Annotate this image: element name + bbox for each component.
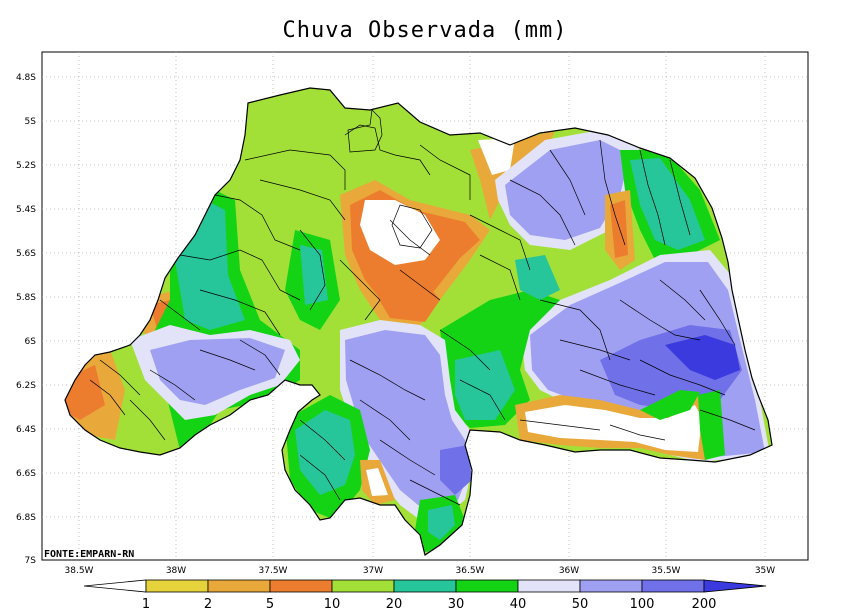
- lat-label: 6.8S: [16, 513, 36, 523]
- legend-arrow-low: [83, 579, 147, 593]
- legend-swatch: [269, 579, 333, 593]
- legend-swatch: [455, 579, 519, 593]
- legend-swatch: [641, 579, 705, 593]
- lon-label: 37W: [363, 566, 383, 576]
- legend-arrow-high: [703, 579, 767, 593]
- lon-label: 36.5W: [456, 566, 485, 576]
- map-title: Chuva Observada (mm): [282, 18, 568, 43]
- latitude-labels: 4.8S 5S 5.2S 5.4S 5.6S 5.8S 6S 6.2S 6.4S…: [16, 73, 36, 566]
- lon-label: 38.5W: [65, 566, 94, 576]
- lat-label: 5.8S: [16, 293, 36, 303]
- lon-label: 37.5W: [259, 566, 288, 576]
- source-credit: FONTE:EMPARN-RN: [44, 549, 134, 560]
- lon-label: 36W: [559, 566, 579, 576]
- legend-swatch: [579, 579, 643, 593]
- lat-label: 7S: [25, 556, 37, 566]
- legend-swatch: [207, 579, 271, 593]
- legend-label: 20: [386, 597, 403, 612]
- color-legend: 1 2 5 10 20 30 40 50 100 200: [83, 579, 767, 612]
- legend-label: 30: [448, 597, 465, 612]
- legend-label: 2: [204, 597, 212, 612]
- legend-label: 50: [572, 597, 589, 612]
- lat-label: 5.4S: [16, 205, 36, 215]
- legend-swatch: [331, 579, 395, 593]
- lat-label: 5S: [25, 117, 37, 127]
- legend-label: 1: [142, 597, 150, 612]
- legend-label: 200: [692, 597, 717, 612]
- lat-label: 6.4S: [16, 425, 36, 435]
- lat-label: 6.2S: [16, 381, 36, 391]
- lon-label: 35.5W: [652, 566, 681, 576]
- legend-label: 10: [324, 597, 341, 612]
- legend-label: 5: [266, 597, 274, 612]
- longitude-labels: 38.5W 38W 37.5W 37W 36.5W 36W 35.5W 35W: [65, 566, 776, 576]
- legend-swatch: [393, 579, 457, 593]
- lon-label: 38W: [166, 566, 186, 576]
- legend-swatch: [517, 579, 581, 593]
- lat-label: 5.2S: [16, 161, 36, 171]
- legend-label: 40: [510, 597, 527, 612]
- legend-swatch: [145, 579, 209, 593]
- lon-label: 35W: [755, 566, 775, 576]
- lat-label: 6.6S: [16, 469, 36, 479]
- legend-label: 100: [630, 597, 655, 612]
- lat-label: 5.6S: [16, 249, 36, 259]
- municipal-boundaries: [89, 109, 756, 506]
- lat-label: 6S: [25, 337, 37, 347]
- lat-label: 4.8S: [16, 73, 36, 83]
